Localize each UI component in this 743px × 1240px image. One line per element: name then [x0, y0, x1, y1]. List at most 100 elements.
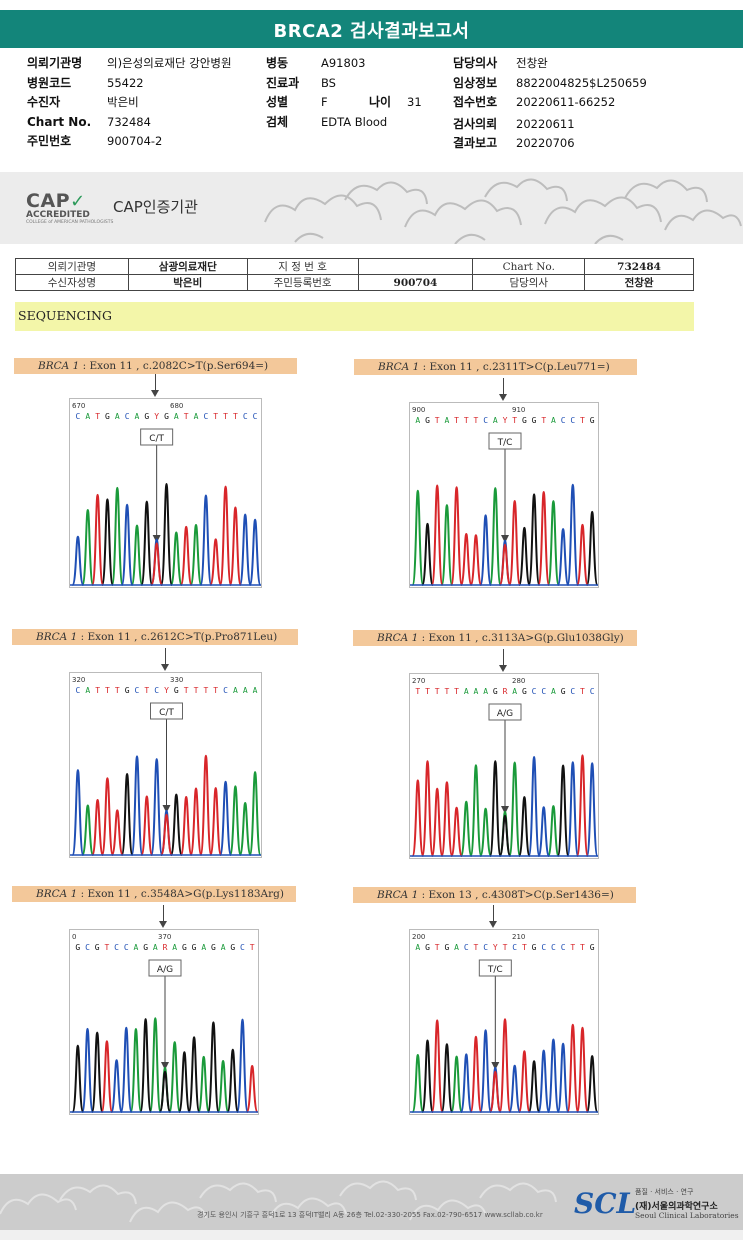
- base-call: A: [153, 943, 158, 952]
- base-call: G: [493, 687, 498, 696]
- label-sex: 성별: [266, 95, 289, 110]
- chromatogram: 0 370 G C G T C C A G A R A G G A G A G C T A/G: [69, 929, 259, 1115]
- base-call: C: [532, 687, 537, 696]
- base-call: G: [590, 416, 595, 425]
- meta-label-resident: 주민등록번호: [246, 274, 359, 291]
- genotype-call: A/G: [157, 965, 173, 975]
- value-clinical-info: 8822004825$L250659: [516, 75, 647, 90]
- base-call: T: [503, 943, 508, 952]
- base-call: T: [580, 943, 585, 952]
- base-call: T: [104, 943, 109, 952]
- trace-c: [81, 1018, 249, 1113]
- base-call: T: [522, 943, 527, 952]
- base-call: A: [115, 412, 120, 421]
- value-hospital-code: 55422: [107, 75, 144, 90]
- base-call: A: [464, 687, 469, 696]
- base-call: C: [243, 412, 248, 421]
- base-call: A: [201, 943, 206, 952]
- report-title: BRCA2 검사결과보고서: [273, 21, 470, 42]
- base-call: T: [512, 416, 517, 425]
- base-call: T: [580, 416, 585, 425]
- meta-label-recipient: 수신자성명: [15, 274, 129, 291]
- gene-name: BRCA 1: [38, 360, 80, 372]
- base-call: G: [444, 943, 449, 952]
- base-call: G: [192, 943, 197, 952]
- position-marker: 200: [412, 933, 425, 941]
- base-call: T: [425, 687, 430, 696]
- base-call: A: [483, 687, 488, 696]
- label-clinical-info: 임상정보: [453, 75, 498, 90]
- variant-arrow-icon: [161, 1062, 169, 1070]
- value-doctor: 전창완: [516, 56, 548, 70]
- base-call: C: [512, 943, 517, 952]
- base-call: C: [114, 943, 119, 952]
- base-call: G: [95, 943, 100, 952]
- position-marker: 280: [512, 677, 525, 685]
- chromatogram: 320 330 C A T T T G C T C Y G T T T T C A A A C/T: [69, 672, 262, 858]
- trace-a: [81, 771, 261, 856]
- genotype-call: T/C: [487, 965, 503, 975]
- label-request-date: 검사의뢰: [453, 116, 498, 131]
- position-marker: 270: [412, 677, 425, 685]
- base-call: A: [551, 416, 556, 425]
- meta-value-designation: [357, 258, 474, 275]
- variant-top-arrow-icon: [154, 374, 156, 392]
- footer-band: 경기도 용인시 기흥구 흥덕1로 13 흥덕IT밸리 A동 26층 Tel.02…: [0, 1174, 743, 1230]
- base-call: Y: [164, 686, 169, 695]
- base-call: G: [561, 687, 566, 696]
- label-hospital-code: 병원코드: [27, 75, 72, 90]
- gene-name: BRCA 1: [377, 889, 419, 901]
- base-call: C: [541, 687, 546, 696]
- label-age: 나이: [369, 95, 392, 110]
- position-marker: 910: [512, 406, 525, 414]
- base-call: R: [503, 687, 508, 696]
- base-call: A: [85, 412, 90, 421]
- trace-a: [81, 486, 203, 586]
- base-call: C: [125, 412, 130, 421]
- variant-description: : Exon 13 , c.4308T>C(p.Ser1436=): [418, 889, 614, 901]
- position-marker: 210: [512, 933, 525, 941]
- variant-top-arrowhead-icon: [499, 665, 507, 672]
- bottom-strip: [0, 1230, 743, 1240]
- meta-label-chart: Chart No.: [472, 258, 586, 275]
- value-receipt-no: 20220611-66252: [516, 95, 616, 110]
- position-marker: 330: [170, 676, 183, 684]
- footer-cloud-decoration: [0, 1180, 557, 1223]
- variant-arrow-icon: [501, 535, 509, 543]
- label-department: 진료과: [266, 75, 300, 90]
- trace-t: [100, 1040, 258, 1113]
- base-call: R: [163, 943, 168, 952]
- trace-t: [91, 754, 223, 856]
- variant-description: : Exon 11 , c.2082C>T(p.Ser694=): [79, 360, 269, 372]
- base-call: G: [75, 943, 80, 952]
- base-call: C: [240, 943, 245, 952]
- base-call: A: [85, 686, 90, 695]
- label-receipt-no: 접수번호: [453, 95, 498, 110]
- panel-label: BRCA 1 : Exon 11 , c.3113A>G(p.Glu1038Gl…: [353, 630, 637, 646]
- base-call: T: [115, 686, 120, 695]
- base-call: Y: [493, 943, 498, 952]
- genotype-call: T/C: [497, 438, 513, 448]
- value-ward: A91803: [321, 56, 366, 70]
- genotype-call-box: [488, 432, 522, 450]
- footer-address: 경기도 용인시 기흥구 흥덕1로 13 흥덕IT밸리 A동 26층 Tel.02…: [197, 1211, 543, 1219]
- meta-label-institution: 의뢰기관명: [15, 258, 129, 275]
- variant-top-arrowhead-icon: [489, 921, 498, 928]
- label-chart-no: Chart No.: [27, 114, 92, 129]
- value-department: BS: [321, 75, 336, 90]
- base-call: T: [95, 686, 100, 695]
- info-column-3: 담당의사 전창완 임상정보 8822004825$L250659 접수번호 20220…: [453, 54, 693, 152]
- base-call: G: [144, 412, 149, 421]
- trace-c: [459, 1029, 570, 1113]
- base-call: G: [143, 943, 148, 952]
- base-call: T: [570, 943, 575, 952]
- base-call: C: [124, 943, 129, 952]
- genotype-call: A/G: [497, 709, 513, 719]
- meta-label-designation: 지 정 번 호: [246, 258, 359, 275]
- label-resident-no: 주민번호: [27, 134, 72, 149]
- trace-g: [421, 1039, 598, 1113]
- trace-a: [459, 761, 560, 857]
- panel-label: BRCA 1 : Exon 13 , c.4308T>C(p.Ser1436=): [353, 887, 636, 903]
